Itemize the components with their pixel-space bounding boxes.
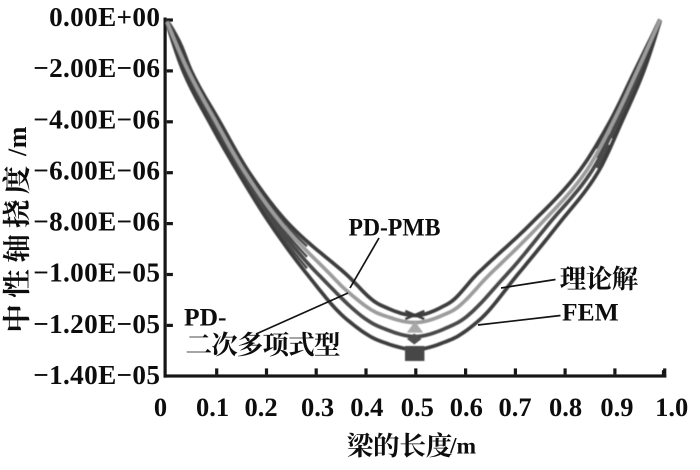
svg-text:−8.00E−06: −8.00E−06	[33, 207, 160, 237]
svg-text:−1.20E−05: −1.20E−05	[33, 309, 160, 339]
svg-text:0: 0	[154, 392, 167, 422]
svg-text:0.3: 0.3	[301, 392, 334, 422]
svg-text:0.5: 0.5	[401, 392, 434, 422]
svg-text:−1.00E−05: −1.00E−05	[33, 258, 160, 288]
svg-text:0.6: 0.6	[450, 392, 483, 422]
svg-text:/m: /m	[449, 434, 477, 460]
svg-text:/m: /m	[3, 126, 32, 157]
svg-text:1.0: 1.0	[655, 392, 688, 422]
svg-text:−1.40E−05: −1.40E−05	[33, 360, 160, 390]
svg-text:−2.00E−06: −2.00E−06	[33, 53, 160, 83]
svg-text:−6.00E−06: −6.00E−06	[33, 155, 160, 185]
svg-text:0.00E+00: 0.00E+00	[49, 2, 160, 32]
svg-text:PD-PMB: PD-PMB	[349, 213, 441, 242]
svg-text:0.9: 0.9	[600, 392, 633, 422]
svg-text:0.4: 0.4	[350, 392, 383, 422]
svg-text:PD-: PD-	[184, 303, 226, 332]
svg-text:0.1: 0.1	[196, 392, 229, 422]
svg-text:0.7: 0.7	[498, 392, 531, 422]
svg-text:0.8: 0.8	[549, 392, 582, 422]
svg-text:FEM: FEM	[562, 298, 619, 327]
svg-text:0.2: 0.2	[244, 392, 277, 422]
svg-text:−4.00E−06: −4.00E−06	[33, 104, 160, 134]
